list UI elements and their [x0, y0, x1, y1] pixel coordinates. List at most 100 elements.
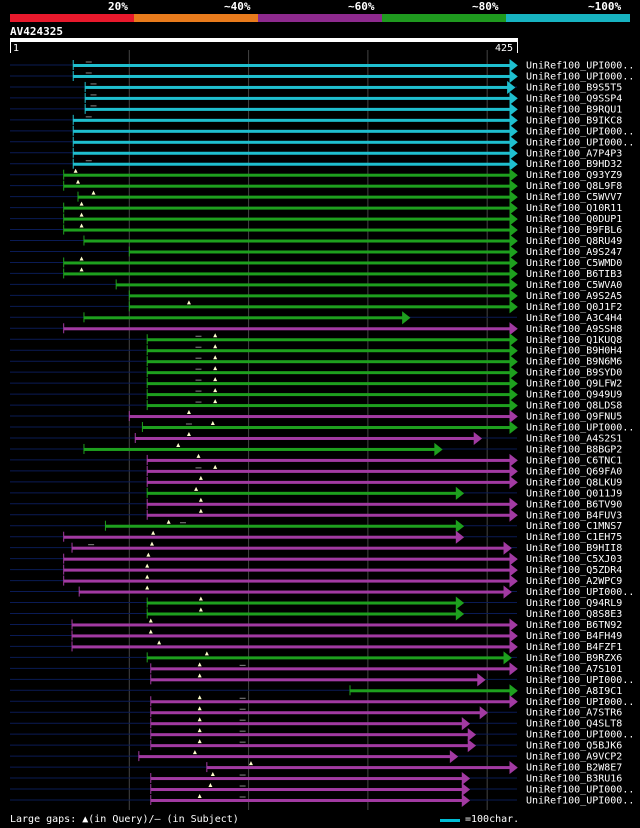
hit-arrow — [509, 640, 518, 654]
hit-label: UniRef100_B4FH49 — [526, 631, 622, 642]
query-gap-mark — [148, 629, 153, 634]
hit-bar — [147, 601, 458, 605]
hit-bar — [63, 272, 512, 276]
hit-label: UniRef100_A4S2S1 — [526, 433, 622, 444]
hit-label: UniRef100_B9HD32 — [526, 159, 622, 170]
hit-bar — [147, 371, 511, 375]
hit-arrow — [455, 486, 465, 500]
hit-bar — [147, 393, 511, 397]
hit-arrow — [509, 377, 518, 391]
hit-arrow — [509, 113, 518, 127]
hit-arrow — [509, 508, 518, 522]
query-gap-mark — [79, 256, 84, 261]
legend-swatch — [506, 14, 630, 22]
query-gap-mark — [204, 651, 209, 656]
hit-bar — [147, 338, 511, 342]
hit-bar — [129, 305, 511, 309]
hit-arrow — [461, 772, 471, 786]
hit-arrow — [509, 563, 518, 577]
hit-label: UniRef100_Q8S8E3 — [526, 609, 622, 620]
hit-bar — [147, 480, 511, 484]
hit-label: UniRef100_C5WMD0 — [526, 258, 622, 269]
query-gap-mark — [197, 728, 202, 733]
hit-label: UniRef100_B9RQU1 — [526, 104, 622, 115]
hit-bar — [129, 294, 511, 298]
hit-bar — [63, 327, 512, 331]
query-gap-mark — [210, 772, 215, 777]
hit-label: UniRef100_A9SSH8 — [526, 324, 622, 335]
hit-arrow — [473, 431, 483, 446]
hit-arrow — [509, 695, 518, 709]
hit-arrow — [509, 223, 518, 237]
hit-arrow — [509, 234, 518, 248]
hit-arrow — [509, 278, 518, 292]
hit-label: UniRef100_B6TV90 — [526, 499, 622, 510]
hit-label: UniRef100_A3C4H4 — [526, 313, 622, 324]
hit-arrow — [477, 673, 486, 687]
hits-plot: UniRef100_UPI000..UniRef100_UPI000..UniR… — [10, 50, 634, 810]
hit-arrow — [509, 629, 518, 643]
query-gap-mark — [213, 377, 218, 382]
hit-arrow — [509, 497, 518, 511]
query-gap-mark — [213, 333, 218, 338]
hit-arrow — [461, 717, 471, 731]
hit-arrow — [467, 739, 477, 753]
hit-arrow — [455, 519, 465, 533]
hit-bar — [77, 195, 511, 199]
hit-bar — [129, 415, 511, 419]
hit-bar — [147, 458, 511, 462]
hit-bar — [63, 579, 512, 583]
hit-label: UniRef100_Q69FA0 — [526, 466, 622, 477]
hit-label: UniRef100_A7STR6 — [526, 708, 622, 719]
hit-label: UniRef100_A8I9C1 — [526, 686, 622, 697]
hit-arrow — [509, 69, 518, 83]
query-gap-mark — [79, 223, 84, 228]
hit-label: UniRef100_A2WPC9 — [526, 576, 622, 587]
hit-label: UniRef100_A9S2A5 — [526, 291, 622, 302]
legend-swatch — [258, 14, 382, 22]
hit-arrow — [509, 453, 518, 467]
hit-label: UniRef100_UPI000.. — [526, 730, 634, 741]
hit-label: UniRef100_Q93YZ9 — [526, 170, 622, 181]
query-gap-mark — [75, 179, 80, 184]
hit-bar — [63, 184, 512, 188]
hit-bar — [150, 788, 464, 792]
hit-bar — [147, 656, 506, 660]
hit-label: UniRef100_Q949U9 — [526, 390, 622, 401]
hit-arrow — [449, 750, 459, 764]
hit-bar — [150, 711, 482, 715]
hit-bar — [73, 118, 511, 122]
hit-arrow — [509, 552, 518, 566]
ruler-end-label: 425 — [495, 43, 514, 54]
hit-label: UniRef100_Q0DUP1 — [526, 214, 622, 225]
hit-arrow — [509, 157, 518, 171]
hit-bar — [135, 436, 476, 440]
query-gap-mark — [248, 761, 253, 766]
hit-bar — [63, 217, 512, 221]
hit-arrow — [455, 607, 465, 621]
query-gap-mark — [198, 596, 203, 601]
hit-label: UniRef100_Q0J1F2 — [526, 302, 622, 313]
query-gap-mark — [213, 355, 218, 360]
hit-bar — [147, 404, 511, 408]
hit-label: UniRef100_UPI000.. — [526, 697, 634, 708]
legend-swatch — [10, 14, 134, 22]
hit-arrow — [467, 728, 477, 742]
hit-label: UniRef100_A7P4P3 — [526, 148, 622, 159]
legend-label: ~60% — [348, 0, 375, 13]
hit-arrow — [509, 355, 518, 369]
hit-bar — [72, 634, 511, 638]
hit-bar — [147, 349, 511, 353]
hit-bar — [83, 239, 512, 243]
query-gap-mark — [213, 464, 218, 469]
query-gap-mark — [197, 739, 202, 744]
hit-arrow — [509, 410, 518, 424]
hit-arrow — [509, 179, 518, 193]
hit-bar — [85, 85, 509, 89]
query-gap-mark — [198, 497, 203, 502]
hit-arrow — [509, 201, 518, 215]
hit-arrow — [509, 124, 518, 138]
hit-arrow — [509, 212, 518, 226]
hit-arrow — [509, 58, 518, 73]
hit-bar — [150, 700, 511, 704]
